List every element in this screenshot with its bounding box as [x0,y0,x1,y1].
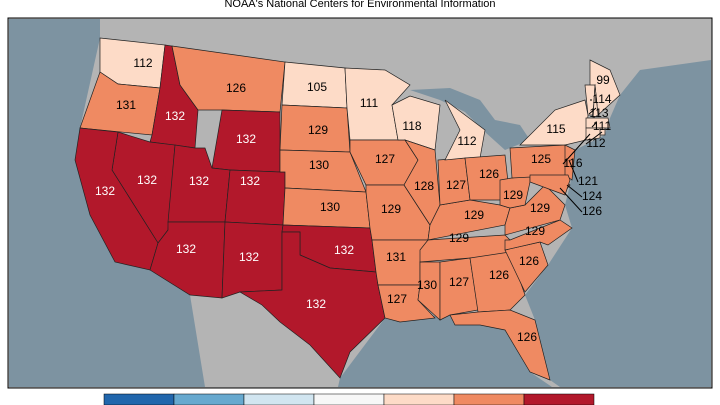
state-value: 132 [334,243,354,257]
states: 112 131 132 126 132 132 132 132 132 132 132 105 129 1… [74,37,621,381]
state-value: 126 [479,167,499,181]
colorbar-segment [103,393,175,405]
state [469,251,526,313]
state-value: 132 [137,173,157,187]
leader-line [585,131,603,145]
state-value: 112 [133,56,152,70]
state-value: 132 [165,109,185,123]
state-value: 113 [589,106,608,120]
state-value: 129 [449,231,469,245]
state-value: 132 [240,174,260,188]
state-value: 125 [531,152,551,166]
leader-line [559,187,583,213]
leader-line [566,184,583,198]
great-lakes [410,88,530,150]
state-value: 99 [596,73,610,87]
colorbar-segment [523,393,595,405]
state-value: 124 [582,189,602,203]
state-value: 115 [546,122,565,136]
title: NOAA's National Centers for Environmenta… [224,0,495,10]
state-value: 126 [517,330,537,344]
state [449,309,551,381]
state-value: 111 [593,119,612,133]
state-value: 129 [464,208,484,222]
state-value: 127 [449,275,469,289]
state-value: 127 [375,152,395,166]
state-value: 128 [414,179,434,193]
state-value: 112 [586,136,605,150]
state-value: 126 [519,254,539,268]
leader-line [562,133,591,165]
state-value: 129 [381,202,401,216]
state-value: 130 [309,158,329,172]
colorbar-segment [243,393,315,405]
state-value: 132 [176,242,196,256]
state-value: 114 [592,92,611,106]
state-value: 132 [236,132,256,146]
colorbar-segment [383,393,455,405]
colorbar-segment [173,393,245,405]
colorbar [103,393,595,405]
state-value: 118 [402,119,421,133]
leader-line [568,159,579,183]
colorbar-segment [453,393,525,405]
state [238,231,386,379]
state-value: 129 [530,201,550,215]
leader-line [588,107,597,115]
state-value: 132 [189,174,209,188]
state-value: 111 [360,96,379,110]
state-value: 121 [578,174,598,188]
state [417,261,441,321]
state-value: 127 [387,292,407,306]
gulf-of-mexico [338,315,552,387]
state-value: 129 [525,224,545,238]
colorbar-segment [313,393,385,405]
state-value: 131 [116,98,136,112]
state-value: 129 [308,123,328,137]
state [504,184,566,236]
state-value: 130 [320,200,340,214]
state-value: 105 [307,80,327,94]
state-value: 132 [306,297,326,311]
pacific-ocean [9,19,205,387]
state-value: 126 [489,268,509,282]
state-value: 131 [386,250,406,264]
state-value: 132 [239,250,259,264]
state [529,174,571,196]
state-value: 112 [457,134,476,148]
state [585,127,601,141]
atlantic-ocean [525,60,711,387]
state-value: 129 [503,188,523,202]
state-value: 130 [417,278,437,292]
state-value: 116 [563,156,582,170]
state-value: 132 [95,184,115,198]
state-value: 126 [582,204,602,218]
state [504,219,573,251]
leader-line [591,122,597,128]
state [585,117,611,129]
state-value: 126 [226,81,246,95]
state-value: 127 [446,178,466,192]
